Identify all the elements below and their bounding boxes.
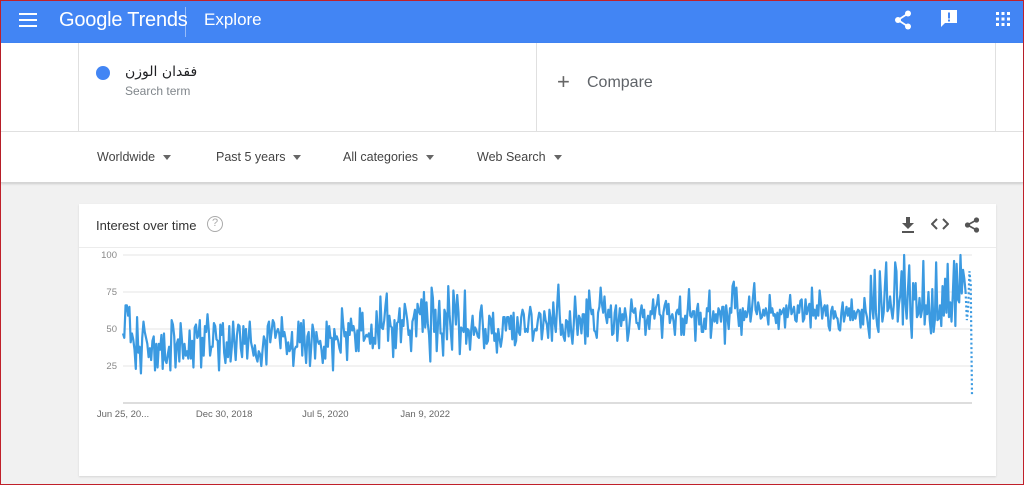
search-type-filter-label: Web Search	[477, 150, 546, 164]
caret-down-icon	[426, 155, 435, 161]
x-tick-label: Jul 5, 2020	[302, 409, 348, 420]
caret-down-icon	[163, 155, 172, 161]
region-filter-label: Worldwide	[97, 150, 156, 164]
category-filter[interactable]: All categories	[343, 150, 435, 164]
feedback-icon[interactable]	[940, 9, 958, 34]
top-app-bar: Google Trends Explore	[1, 1, 1023, 43]
category-filter-label: All categories	[343, 150, 419, 164]
compare-button[interactable]: + Compare	[537, 43, 996, 131]
y-tick-label: 25	[106, 361, 117, 372]
download-icon[interactable]	[901, 217, 915, 238]
logo-google-text: Google	[59, 9, 123, 31]
google-trends-logo[interactable]: Google Trends	[59, 9, 188, 32]
search-type-filter[interactable]: Web Search	[477, 150, 562, 164]
caret-down-icon	[293, 155, 302, 161]
share-icon[interactable]	[964, 217, 980, 238]
menu-icon[interactable]	[19, 13, 37, 29]
term-color-dot	[96, 66, 110, 80]
x-tick-label: Jun 25, 20...	[97, 409, 149, 420]
x-tick-label: Dec 30, 2018	[196, 409, 253, 420]
y-tick-label: 75	[106, 287, 117, 298]
apps-icon[interactable]	[996, 12, 1010, 31]
embed-icon[interactable]	[930, 217, 950, 236]
card-title: Interest over time	[96, 218, 197, 233]
header-divider	[185, 7, 186, 37]
panel-divider	[1, 131, 1023, 132]
y-tick-label: 100	[101, 250, 117, 261]
logo-trends-text: Trends	[127, 9, 188, 31]
search-term-text[interactable]: فقدان الوزن	[125, 64, 198, 80]
series-line	[121, 253, 967, 375]
caret-down-icon	[553, 155, 562, 161]
partial-data-line	[964, 271, 974, 396]
x-tick-label: Jan 9, 2022	[400, 409, 450, 420]
search-term-label: Search term	[125, 84, 191, 98]
plus-icon: +	[557, 69, 570, 94]
card-header: Interest over time ?	[79, 204, 996, 248]
region-filter[interactable]: Worldwide	[97, 150, 172, 164]
search-term-box[interactable]: فقدان الوزن Search term	[78, 43, 537, 131]
interest-over-time-card: Interest over time ? 25 50 75 100 Jun 25, 20…	[79, 204, 996, 476]
section-title: Explore	[204, 10, 262, 29]
search-panel: فقدان الوزن Search term + Compare Worldw…	[1, 43, 1023, 183]
time-filter[interactable]: Past 5 years	[216, 150, 302, 164]
y-tick-label: 50	[106, 324, 117, 335]
interest-line-chart: 25 50 75 100 Jun 25, 20... Dec 30, 2018 Jul 5,…	[97, 250, 974, 420]
share-icon[interactable]	[894, 10, 912, 35]
time-filter-label: Past 5 years	[216, 150, 286, 164]
compare-label: Compare	[587, 74, 653, 91]
help-icon[interactable]: ?	[207, 216, 223, 232]
